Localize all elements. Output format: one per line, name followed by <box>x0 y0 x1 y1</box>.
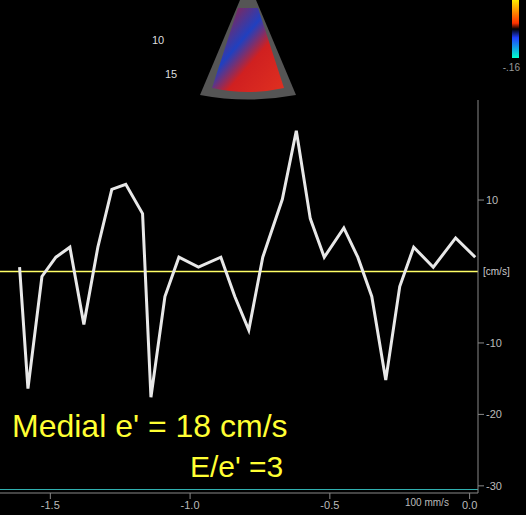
svg-text:-20: -20 <box>486 408 502 420</box>
svg-text:0.0: 0.0 <box>462 499 477 511</box>
svg-text:15: 15 <box>165 68 177 80</box>
svg-text:-30: -30 <box>486 480 502 492</box>
svg-text:-10: -10 <box>486 337 502 349</box>
html-text:Medial e' = 18 cm/s: Medial e' = 18 cm/s <box>12 408 288 444</box>
html-text:E/e' =3: E/e' =3 <box>190 450 284 483</box>
svg-text:10: 10 <box>152 34 164 46</box>
html-text:-.16: -.16 <box>502 62 520 73</box>
svg-text:10: 10 <box>486 194 498 206</box>
svg-text:-1.5: -1.5 <box>41 499 60 511</box>
svg-text:-1.0: -1.0 <box>181 499 200 511</box>
html-text:100 mm/s: 100 mm/s <box>405 497 449 508</box>
svg-text:-0.5: -0.5 <box>320 499 339 511</box>
svg-text:[cm/s]: [cm/s] <box>483 266 510 277</box>
